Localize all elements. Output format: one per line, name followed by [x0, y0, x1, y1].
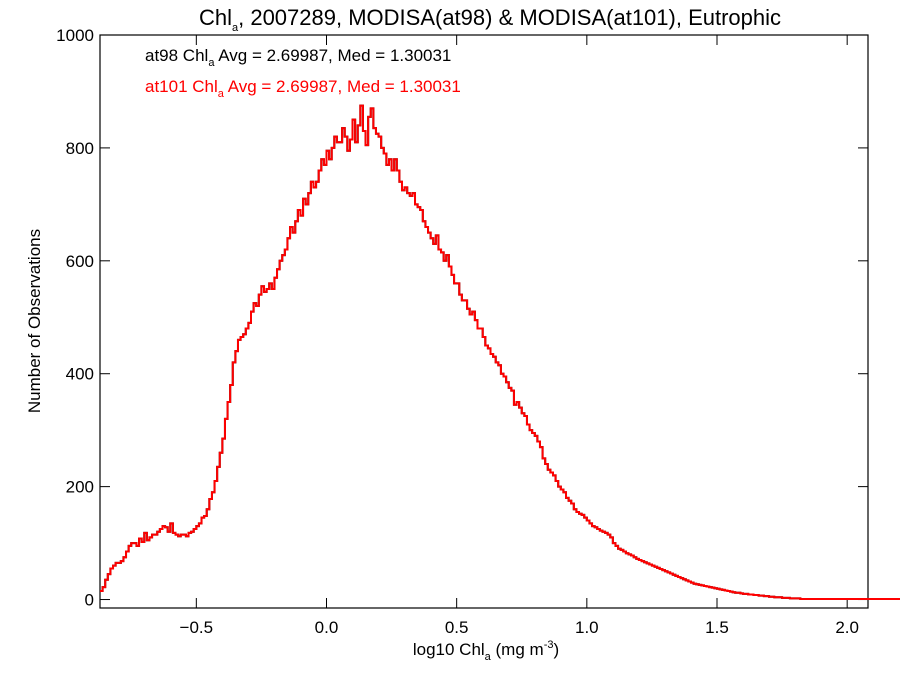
- y-tick-label: 400: [66, 365, 94, 384]
- y-axis-ticks: 0 200 400 600 800 1000: [56, 26, 868, 610]
- histogram-series: [100, 104, 900, 600]
- x-tick-label: 1.0: [575, 618, 599, 637]
- y-tick-label: 800: [66, 139, 94, 158]
- y-tick-label: 0: [85, 591, 94, 610]
- annotation-at101: at101 Chla Avg = 2.69987, Med = 1.30031: [145, 77, 461, 100]
- chart-title-pre: Chl: [199, 5, 232, 30]
- y-tick-label: 200: [66, 478, 94, 497]
- chart-title-post: , 2007289, MODISA(at98) & MODISA(at101),…: [238, 5, 781, 30]
- chart-title-sub: a: [232, 22, 239, 34]
- x-tick-label: 0.0: [315, 618, 339, 637]
- x-tick-label: 2.0: [835, 618, 859, 637]
- chart-title: Chla, 2007289, MODISA(at98) & MODISA(at1…: [199, 5, 781, 34]
- y-axis-label: Number of Observations: [25, 229, 44, 413]
- annotation-at98: at98 Chla Avg = 2.69987, Med = 1.30031: [145, 46, 451, 69]
- y-tick-label: 600: [66, 252, 94, 271]
- x-tick-label: 1.5: [705, 618, 729, 637]
- plot-frame: [99, 34, 869, 609]
- x-axis-label: log10 Chla (mg m-3): [413, 639, 559, 663]
- x-tick-label: 0.5: [445, 618, 469, 637]
- y-tick-label: 1000: [56, 26, 94, 45]
- histogram-step-at98: [100, 104, 900, 600]
- x-axis-ticks: −0.5 0.0 0.5 1.0 1.5 2.0: [180, 35, 859, 637]
- histogram-step-at101: [100, 104, 900, 600]
- x-tick-label: −0.5: [180, 618, 214, 637]
